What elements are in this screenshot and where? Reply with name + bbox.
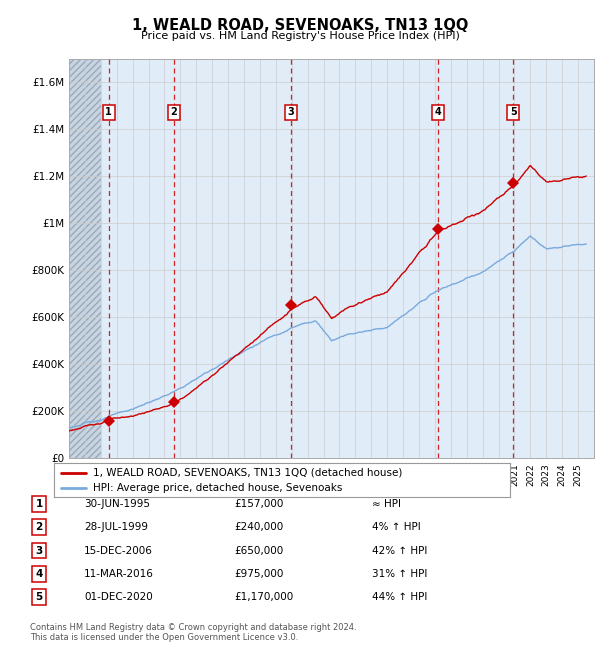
Text: 28-JUL-1999: 28-JUL-1999 xyxy=(84,522,148,532)
Text: Contains HM Land Registry data © Crown copyright and database right 2024.
This d: Contains HM Land Registry data © Crown c… xyxy=(30,623,356,642)
Text: 2: 2 xyxy=(170,107,177,118)
Text: 2: 2 xyxy=(35,522,43,532)
Text: 3: 3 xyxy=(288,107,295,118)
Text: 1, WEALD ROAD, SEVENOAKS, TN13 1QQ: 1, WEALD ROAD, SEVENOAKS, TN13 1QQ xyxy=(132,18,468,33)
Text: 1: 1 xyxy=(106,107,112,118)
Bar xyxy=(69,58,101,458)
Text: £1,170,000: £1,170,000 xyxy=(234,592,293,603)
Text: £650,000: £650,000 xyxy=(234,545,283,556)
Text: 30-JUN-1995: 30-JUN-1995 xyxy=(84,499,150,509)
Text: 4: 4 xyxy=(35,569,43,579)
Text: ≈ HPI: ≈ HPI xyxy=(372,499,401,509)
Text: 31% ↑ HPI: 31% ↑ HPI xyxy=(372,569,427,579)
Text: Price paid vs. HM Land Registry's House Price Index (HPI): Price paid vs. HM Land Registry's House … xyxy=(140,31,460,41)
Text: £240,000: £240,000 xyxy=(234,522,283,532)
Text: 5: 5 xyxy=(510,107,517,118)
Text: HPI: Average price, detached house, Sevenoaks: HPI: Average price, detached house, Seve… xyxy=(93,483,342,493)
Text: 5: 5 xyxy=(35,592,43,603)
Text: 1, WEALD ROAD, SEVENOAKS, TN13 1QQ (detached house): 1, WEALD ROAD, SEVENOAKS, TN13 1QQ (deta… xyxy=(93,467,402,478)
Text: 4% ↑ HPI: 4% ↑ HPI xyxy=(372,522,421,532)
Text: 42% ↑ HPI: 42% ↑ HPI xyxy=(372,545,427,556)
Text: 3: 3 xyxy=(35,545,43,556)
Text: £975,000: £975,000 xyxy=(234,569,283,579)
Text: 1: 1 xyxy=(35,499,43,509)
Text: 01-DEC-2020: 01-DEC-2020 xyxy=(84,592,153,603)
Text: 44% ↑ HPI: 44% ↑ HPI xyxy=(372,592,427,603)
Text: £157,000: £157,000 xyxy=(234,499,283,509)
Text: 11-MAR-2016: 11-MAR-2016 xyxy=(84,569,154,579)
Text: 4: 4 xyxy=(434,107,442,118)
Text: 15-DEC-2006: 15-DEC-2006 xyxy=(84,545,153,556)
